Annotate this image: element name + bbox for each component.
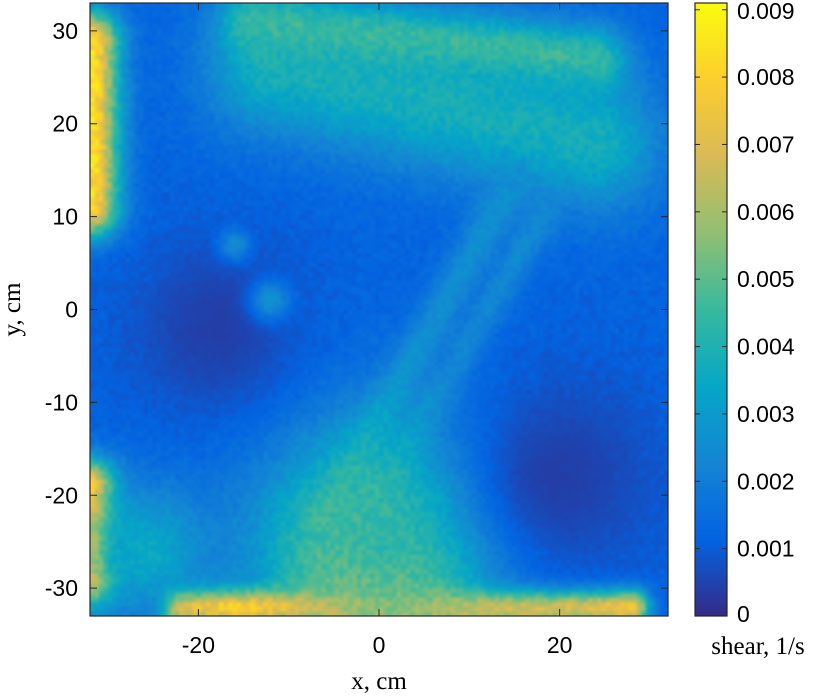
colorbar-tick-label: 0.006 xyxy=(737,199,795,225)
y-tick-label: -30 xyxy=(45,575,78,601)
y-tick-label: 0 xyxy=(65,297,78,323)
x-axis-title: x, cm xyxy=(351,668,407,695)
colorbar-tick-label: 0.007 xyxy=(737,131,795,157)
y-tick-label: 20 xyxy=(52,111,78,137)
colorbar-tick-label: 0.001 xyxy=(737,536,795,562)
y-tick-label: -20 xyxy=(45,482,78,508)
x-axis: -20 0 20 xyxy=(182,3,573,658)
y-axis: -30 -20 -10 0 10 20 30 xyxy=(45,18,668,601)
colorbar-tick-label: 0.008 xyxy=(737,64,795,90)
colorbar-tick-label: 0.009 xyxy=(737,0,795,24)
colorbar-tick-label: 0 xyxy=(737,601,750,627)
colorbar-tick-label: 0.003 xyxy=(737,401,795,427)
colorbar-ticks: 0 0.001 0.002 0.003 0.004 0.005 0.006 0.007 0.00… xyxy=(695,0,795,627)
colorbar-tick-label: 0.002 xyxy=(737,468,795,494)
y-axis-title: y, cm xyxy=(0,282,26,336)
y-tick-label: -10 xyxy=(45,389,78,415)
x-tick-label: -20 xyxy=(182,632,215,658)
heatmap-image xyxy=(90,3,668,616)
colorbar-tick-label: 0.004 xyxy=(737,334,795,360)
x-tick-label: 20 xyxy=(547,632,573,658)
colorbar: 0 0.001 0.002 0.003 0.004 0.005 0.006 0.007 0.00… xyxy=(694,0,795,627)
colorbar-title: shear, 1/s xyxy=(711,633,804,660)
y-tick-label: 30 xyxy=(52,18,78,44)
colorbar-tick-label: 0.005 xyxy=(737,266,795,292)
colorbar-bar xyxy=(694,2,728,617)
x-tick-label: 0 xyxy=(373,632,386,658)
plot-area xyxy=(89,2,669,617)
y-tick-label: 10 xyxy=(52,204,78,230)
